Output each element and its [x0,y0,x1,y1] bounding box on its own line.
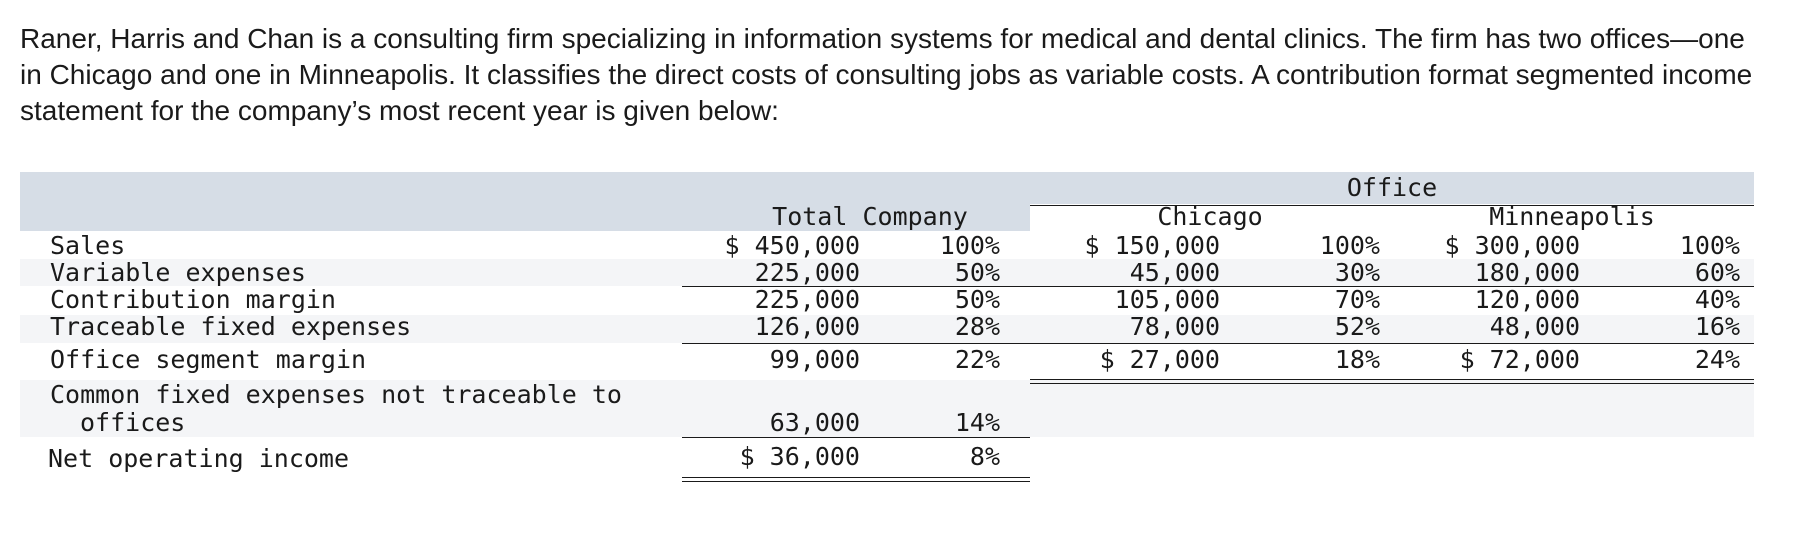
minneapolis-percent: 60% [1694,258,1740,287]
row-label-traceable-fixed-expenses: Traceable fixed expenses [50,312,412,341]
header-band-left [20,204,1030,231]
total-percent: 28% [954,312,1000,341]
subtotal-rule [682,437,1030,438]
subtotal-rule [682,343,1754,344]
row-label-sales: Sales [50,231,126,260]
total-percent: 22% [954,345,1000,374]
segment-double-rule [1030,379,1754,384]
row-label-common-fixed-line1: Common fixed expenses not traceable to [50,380,622,409]
chicago-amount: 105,000 [1114,285,1220,314]
total-amount: 63,000 [769,408,860,437]
total-amount: 126,000 [754,312,860,341]
total-amount: $ 36,000 [739,442,860,471]
chicago-amount: $ 150,000 [1084,231,1220,260]
minneapolis-amount: 48,000 [1489,312,1580,341]
chicago-percent: 70% [1334,285,1380,314]
chicago-percent: 52% [1334,312,1380,341]
chicago-amount: 45,000 [1129,258,1220,287]
row-band-traceable [20,315,1754,343]
total-amount: 99,000 [769,345,860,374]
chicago-amount: $ 27,000 [1099,345,1220,374]
minneapolis-percent: 40% [1694,285,1740,314]
problem-intro: Raner, Harris and Chan is a consulting f… [20,21,1774,129]
total-percent: 8% [969,442,1000,471]
total-amount: $ 450,000 [724,231,860,260]
chicago-percent: 18% [1334,345,1380,374]
minneapolis-percent: 100% [1679,231,1740,260]
row-label-office-segment-margin: Office segment margin [50,345,367,374]
total-percent: 100% [939,231,1000,260]
office-group-rule [1030,205,1754,206]
total-percent: 50% [954,258,1000,287]
total-amount: 225,000 [754,258,860,287]
row-label-common-fixed-line2: offices [80,408,186,437]
minneapolis-amount: $ 300,000 [1444,231,1580,260]
chicago-percent: 30% [1334,258,1380,287]
header-band [20,172,1754,204]
segmented-income-statement: Office Total Company Chicago Minneapolis… [20,172,1754,512]
total-percent: 14% [954,408,1000,437]
total-company-header: Total Company [772,202,968,231]
row-label-contribution-margin: Contribution margin [50,285,336,314]
chicago-header: Chicago [1157,202,1263,231]
office-group-header: Office [1346,173,1438,202]
chicago-percent: 100% [1319,231,1380,260]
row-band-common [20,380,1754,437]
row-band-variable [20,259,1754,286]
minneapolis-amount: 120,000 [1474,285,1580,314]
minneapolis-amount: 180,000 [1474,258,1580,287]
total-percent: 50% [954,285,1000,314]
net-income-double-rule [682,477,1030,482]
minneapolis-percent: 16% [1694,312,1740,341]
subtotal-rule [682,286,1754,287]
minneapolis-percent: 24% [1694,345,1740,374]
row-label-variable-expenses: Variable expenses [50,258,306,287]
row-label-net-operating-income: Net operating income [48,444,350,473]
minneapolis-amount: $ 72,000 [1459,345,1580,374]
chicago-amount: 78,000 [1129,312,1220,341]
intro-paragraph: Raner, Harris and Chan is a consulting f… [20,23,1753,126]
minneapolis-header: Minneapolis [1489,202,1655,231]
total-amount: 225,000 [754,285,860,314]
